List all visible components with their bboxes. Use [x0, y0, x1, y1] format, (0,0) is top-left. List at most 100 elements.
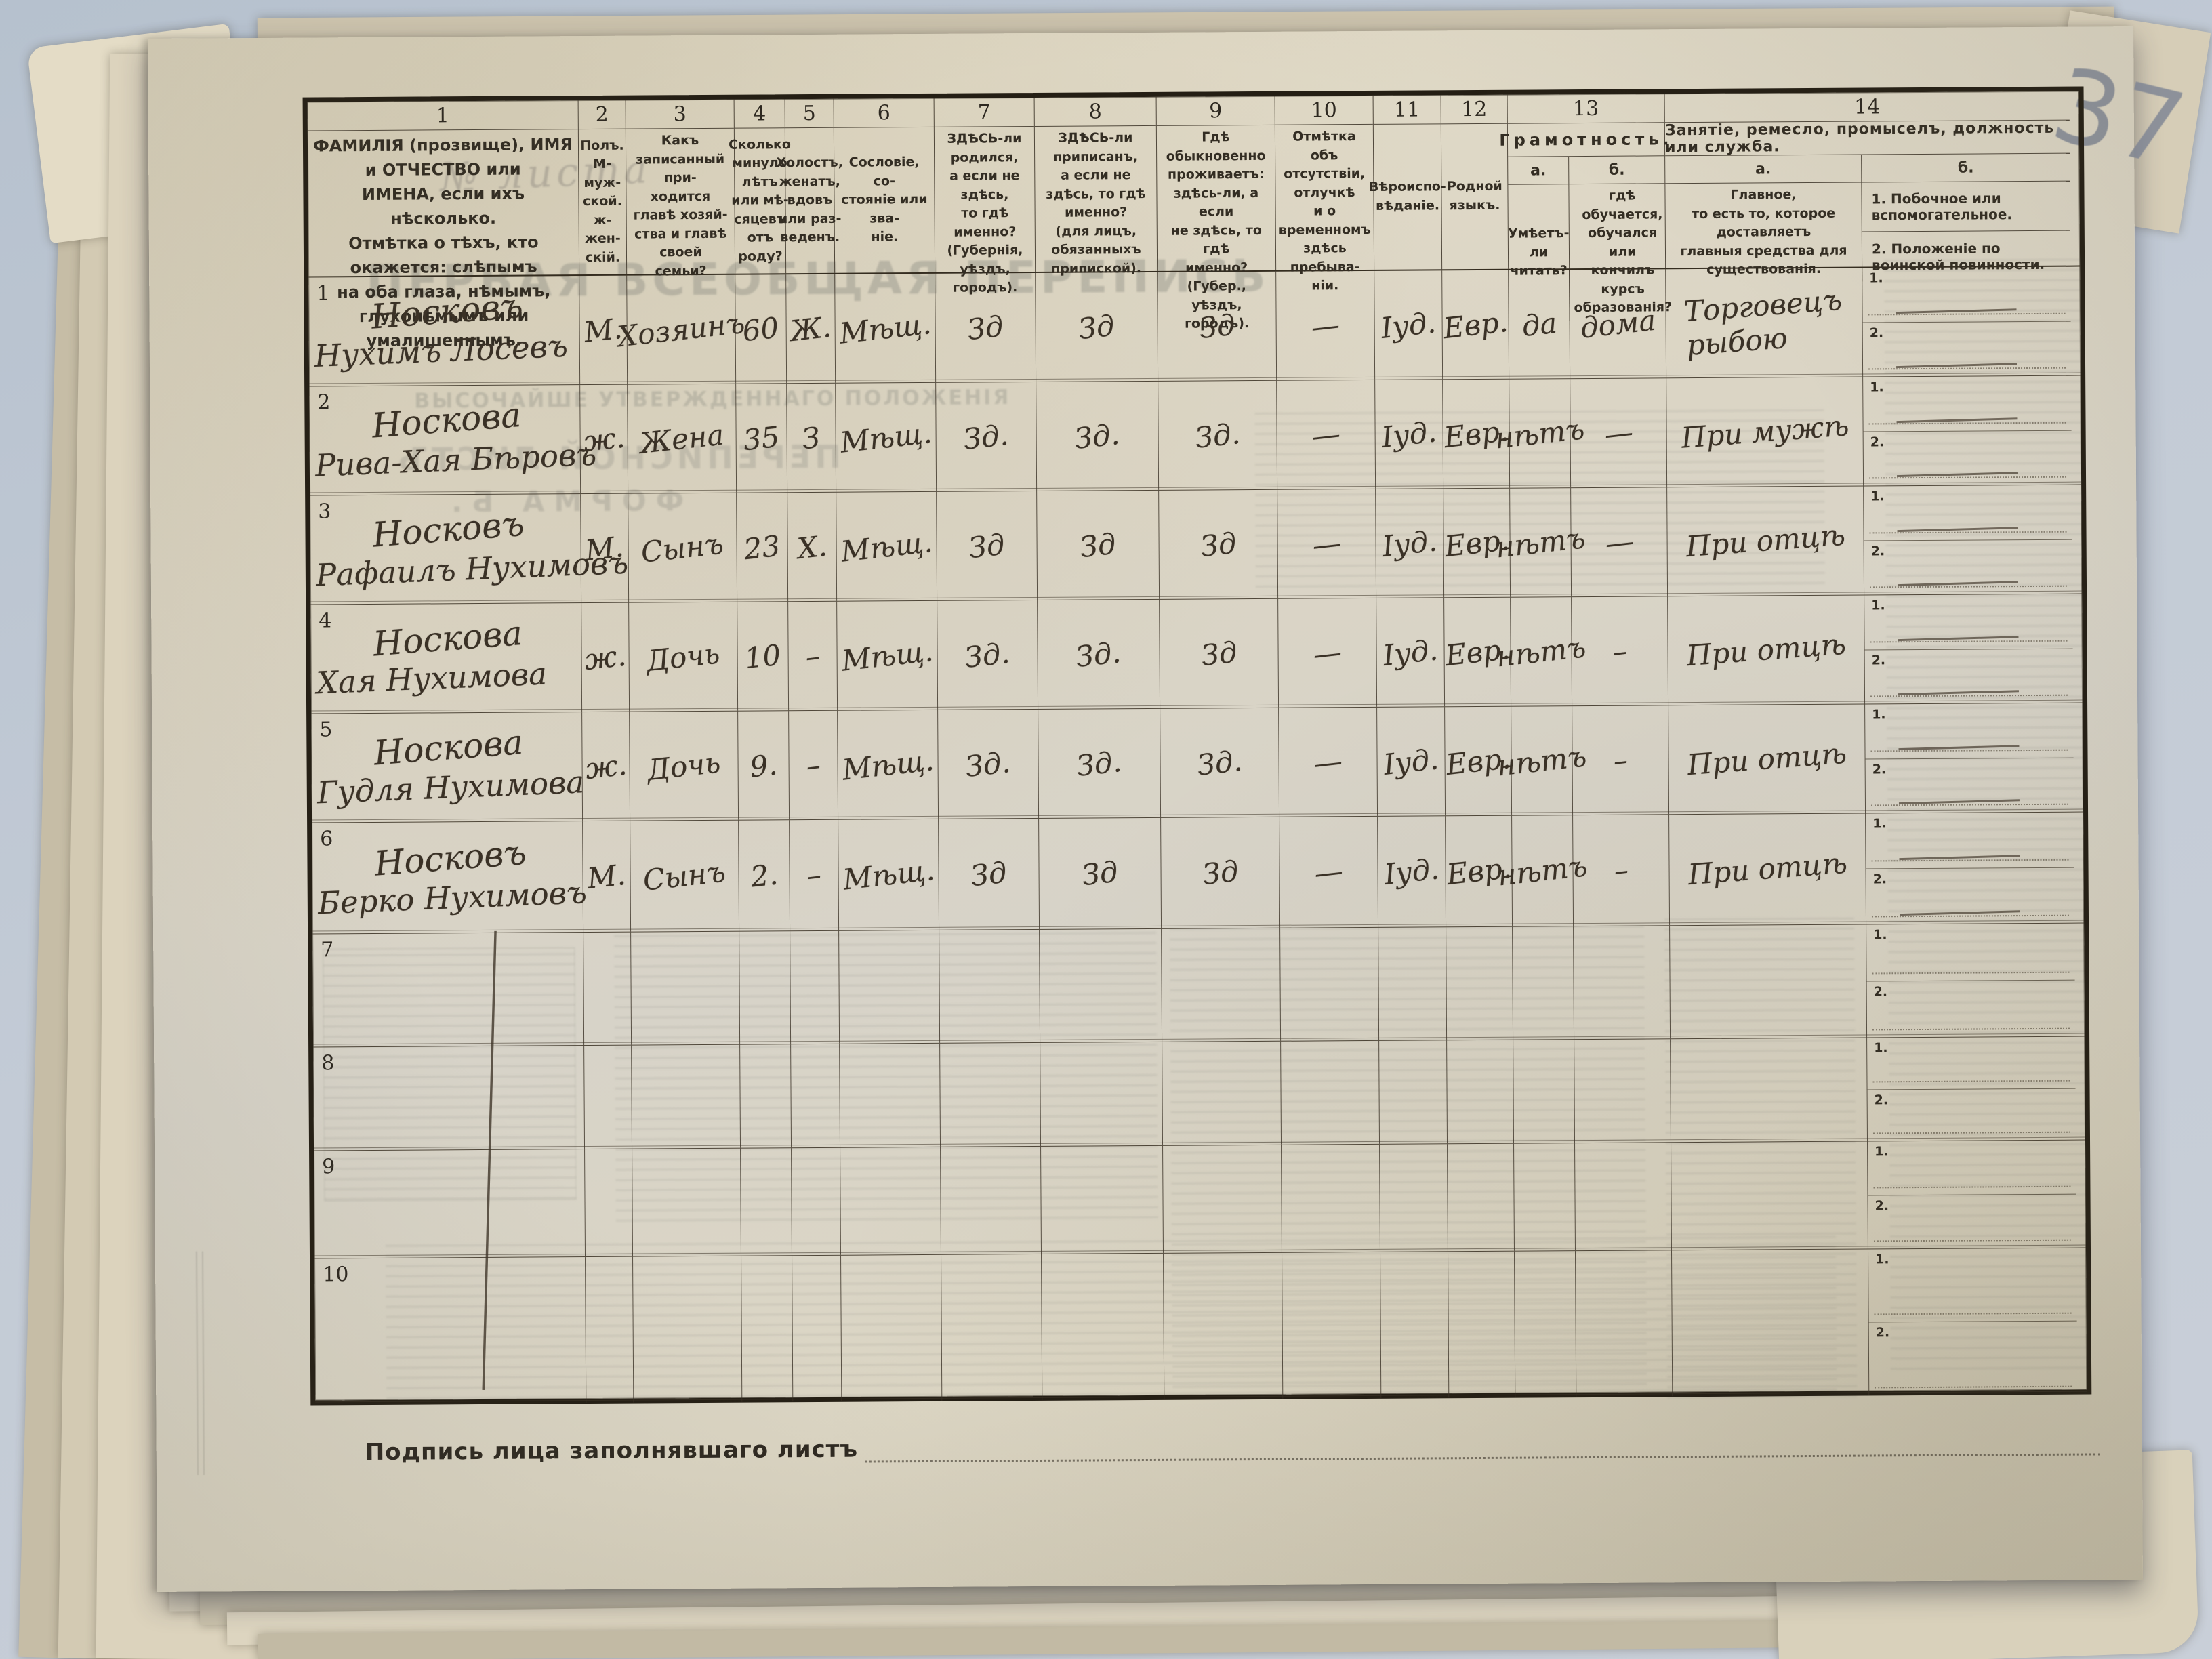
row-number: 5 [319, 718, 333, 742]
row-1-registered-cell: Зд [1036, 272, 1159, 382]
header-col-13-sublabels: а. б. [1508, 156, 1665, 185]
row-3-absence-cell: — [1277, 489, 1377, 598]
handwritten-estate: Мѣщ. [838, 306, 933, 350]
row-9-side-sub-2: 2. [1868, 1194, 2076, 1248]
row-4-sex-cell: ж. [581, 602, 630, 712]
row-7-age-cell [739, 931, 792, 1044]
handwritten-registered: Зд. [1074, 635, 1123, 674]
header-col-12: 12 Родной языкъ. [1441, 94, 1509, 270]
printed-sub-label: 2. [1869, 325, 1884, 340]
row-2-born-cell: Зд. [936, 382, 1038, 491]
printed-sub-label: 1. [1872, 816, 1887, 832]
header-col-10-number: 10 [1275, 95, 1373, 125]
printed-sub-label: 2. [1875, 1197, 1889, 1213]
row-3-religion-cell: Іуд. [1376, 489, 1445, 598]
row-4-born-cell: Зд. [937, 600, 1039, 710]
row-4-age-cell: 10 [737, 602, 790, 711]
row-10-studies-cell [1575, 1250, 1673, 1397]
row-5-religion-cell: Іуд. [1377, 707, 1446, 816]
header-col-6-desc: Сословіе, со- стояніе или зва- ніе. [841, 155, 928, 245]
table-body: 1 Носковъ Нухимъ Лосевъ М. Хозяинъ 60 Ж. Мѣщ. Зд… [308, 266, 2087, 1405]
row-2-registered-cell: Зд. [1036, 381, 1160, 491]
printed-sub-label: 1. [1870, 489, 1885, 504]
row-4-occupation-cell: При отцѣ [1668, 595, 1866, 705]
table-row-5: 5 Носкова Гудля Нухимова ж. Дочь 9. – Мѣщ. Зд. Зд… [311, 703, 2084, 823]
row-2-age-cell: 35 [736, 384, 788, 493]
header-col-11-number: 11 [1373, 95, 1441, 125]
row-10-occupation-cell [1671, 1249, 1870, 1397]
printed-sub-label: 2. [1874, 1092, 1889, 1107]
header-col-11: 11 Вѣроиспо- вѣданіе. [1369, 95, 1446, 270]
census-page: № листа ПЕРВАЯ ВСЕОБЩАЯ ПЕРЕПИСЬ ВЫСОЧАЙ… [148, 26, 2196, 1592]
row-7-name-cell: 7 [312, 933, 585, 1047]
row-8-occupation-cell [1671, 1038, 1868, 1143]
row-10-side-occupation-cell: 1. 2. [1868, 1248, 2077, 1395]
row-7-language-cell [1446, 926, 1514, 1040]
header-col-13-literacy: 13 Грамотность. а. б. Умѣетъ- ли читать?… [1499, 94, 1673, 321]
printed-sub-label: 1. [1871, 598, 1885, 613]
row-8-studies-cell [1574, 1039, 1672, 1143]
row-8-side-occupation-cell: 1. 2. [1867, 1036, 2076, 1141]
row-3-lives-cell: Зд [1159, 489, 1279, 599]
row-7-occupation-cell [1670, 924, 1868, 1039]
row-10-born-cell [941, 1254, 1043, 1401]
row-8-estate-cell [840, 1043, 941, 1147]
handwritten-occupation: Торговецъ рыбою [1682, 283, 1843, 363]
header-col-14-sublabels: а. б. [1665, 153, 2070, 184]
handwritten-language: Евр. [1441, 304, 1510, 345]
handwritten-age: 2. [748, 857, 780, 894]
handwritten-absence: — [1312, 854, 1345, 890]
row-6-side-sub-1: 1. [1866, 812, 2074, 869]
handwritten-age: 10 [743, 638, 783, 675]
handwritten-studies: – [1611, 743, 1630, 778]
handwritten-marital: З [800, 420, 822, 455]
handwritten-studies: — [1602, 415, 1635, 451]
row-9-marital-cell [792, 1147, 842, 1256]
row-10-religion-cell [1380, 1252, 1450, 1398]
row-2-estate-cell: Мѣщ. [836, 382, 937, 492]
row-3-side-sub-2: 2. [1864, 539, 2072, 594]
table-row-4: 4 Носкова Хая Нухимова ж. Дочь 10– Мѣщ. Зд. Зд. З… [310, 594, 2083, 714]
row-2-side-sub-2: 2. [1864, 430, 2072, 485]
row-3-name-cell: 3 Носковъ Рафаилъ Нухимовъ [310, 494, 629, 605]
row-7-absence-cell [1280, 927, 1380, 1041]
row-6-side-occupation-cell: 1. 2. [1866, 812, 2074, 924]
handwritten-estate: Мѣщ. [840, 743, 936, 787]
header-col-3-number: 3 [626, 99, 734, 129]
handwritten-marital: – [804, 857, 823, 893]
row-number: 6 [320, 827, 333, 851]
handwritten-given-name: Гудля Нухимова [316, 764, 586, 811]
printed-sub-label: 1. [1874, 1040, 1888, 1056]
header-col-12-number: 12 [1441, 94, 1507, 125]
table-row-2: 2 Носкова Рива-Хая Бѣровъ ж. Жена 35 З Мѣщ. Зд. З… [309, 375, 2082, 496]
handwritten-registered: Зд [1080, 855, 1120, 893]
row-2-occupation-cell: При мужѣ [1666, 377, 1864, 487]
handwritten-surname: Носкова [370, 395, 523, 446]
row-9-name-cell: 9 [314, 1149, 586, 1258]
header-col-14b-item-1: 1. Побочное или вспомогательное. [1862, 181, 2070, 232]
printed-sub-label: 1. [1875, 1144, 1889, 1160]
row-4-reads-cell: нѣтъ [1495, 597, 1588, 706]
row-7-studies-cell [1574, 926, 1671, 1040]
printed-sub-label: 2. [1871, 652, 1886, 668]
header-col-13b-label: б. [1608, 161, 1625, 179]
row-9-sex-cell [585, 1149, 634, 1257]
handwritten-marital: – [803, 638, 822, 674]
row-7-marital-cell [790, 930, 840, 1044]
header-col-7-number: 7 [934, 97, 1034, 127]
row-3-age-cell: 23 [737, 493, 789, 602]
printed-sub-label: 1. [1869, 270, 1883, 286]
row-1-side-sub-2: 2. [1863, 321, 2071, 376]
row-2-religion-cell: Іуд. [1375, 380, 1444, 489]
handwritten-religion: Іуд. [1382, 852, 1441, 891]
handwritten-age: 23 [742, 529, 782, 566]
row-number: 9 [322, 1155, 335, 1179]
row-10-language-cell [1448, 1251, 1516, 1398]
header-col-9-number: 9 [1156, 96, 1275, 126]
header-col-8-desc: ЗДѢСЬ-ли приписанъ, а если не здѣсь, то … [1046, 130, 1146, 276]
row-6-born-cell: Зд [939, 818, 1040, 930]
row-5-absence-cell: — [1279, 707, 1378, 817]
handwritten-born: Зд. [963, 636, 1012, 674]
row-10-marital-cell [792, 1255, 842, 1402]
